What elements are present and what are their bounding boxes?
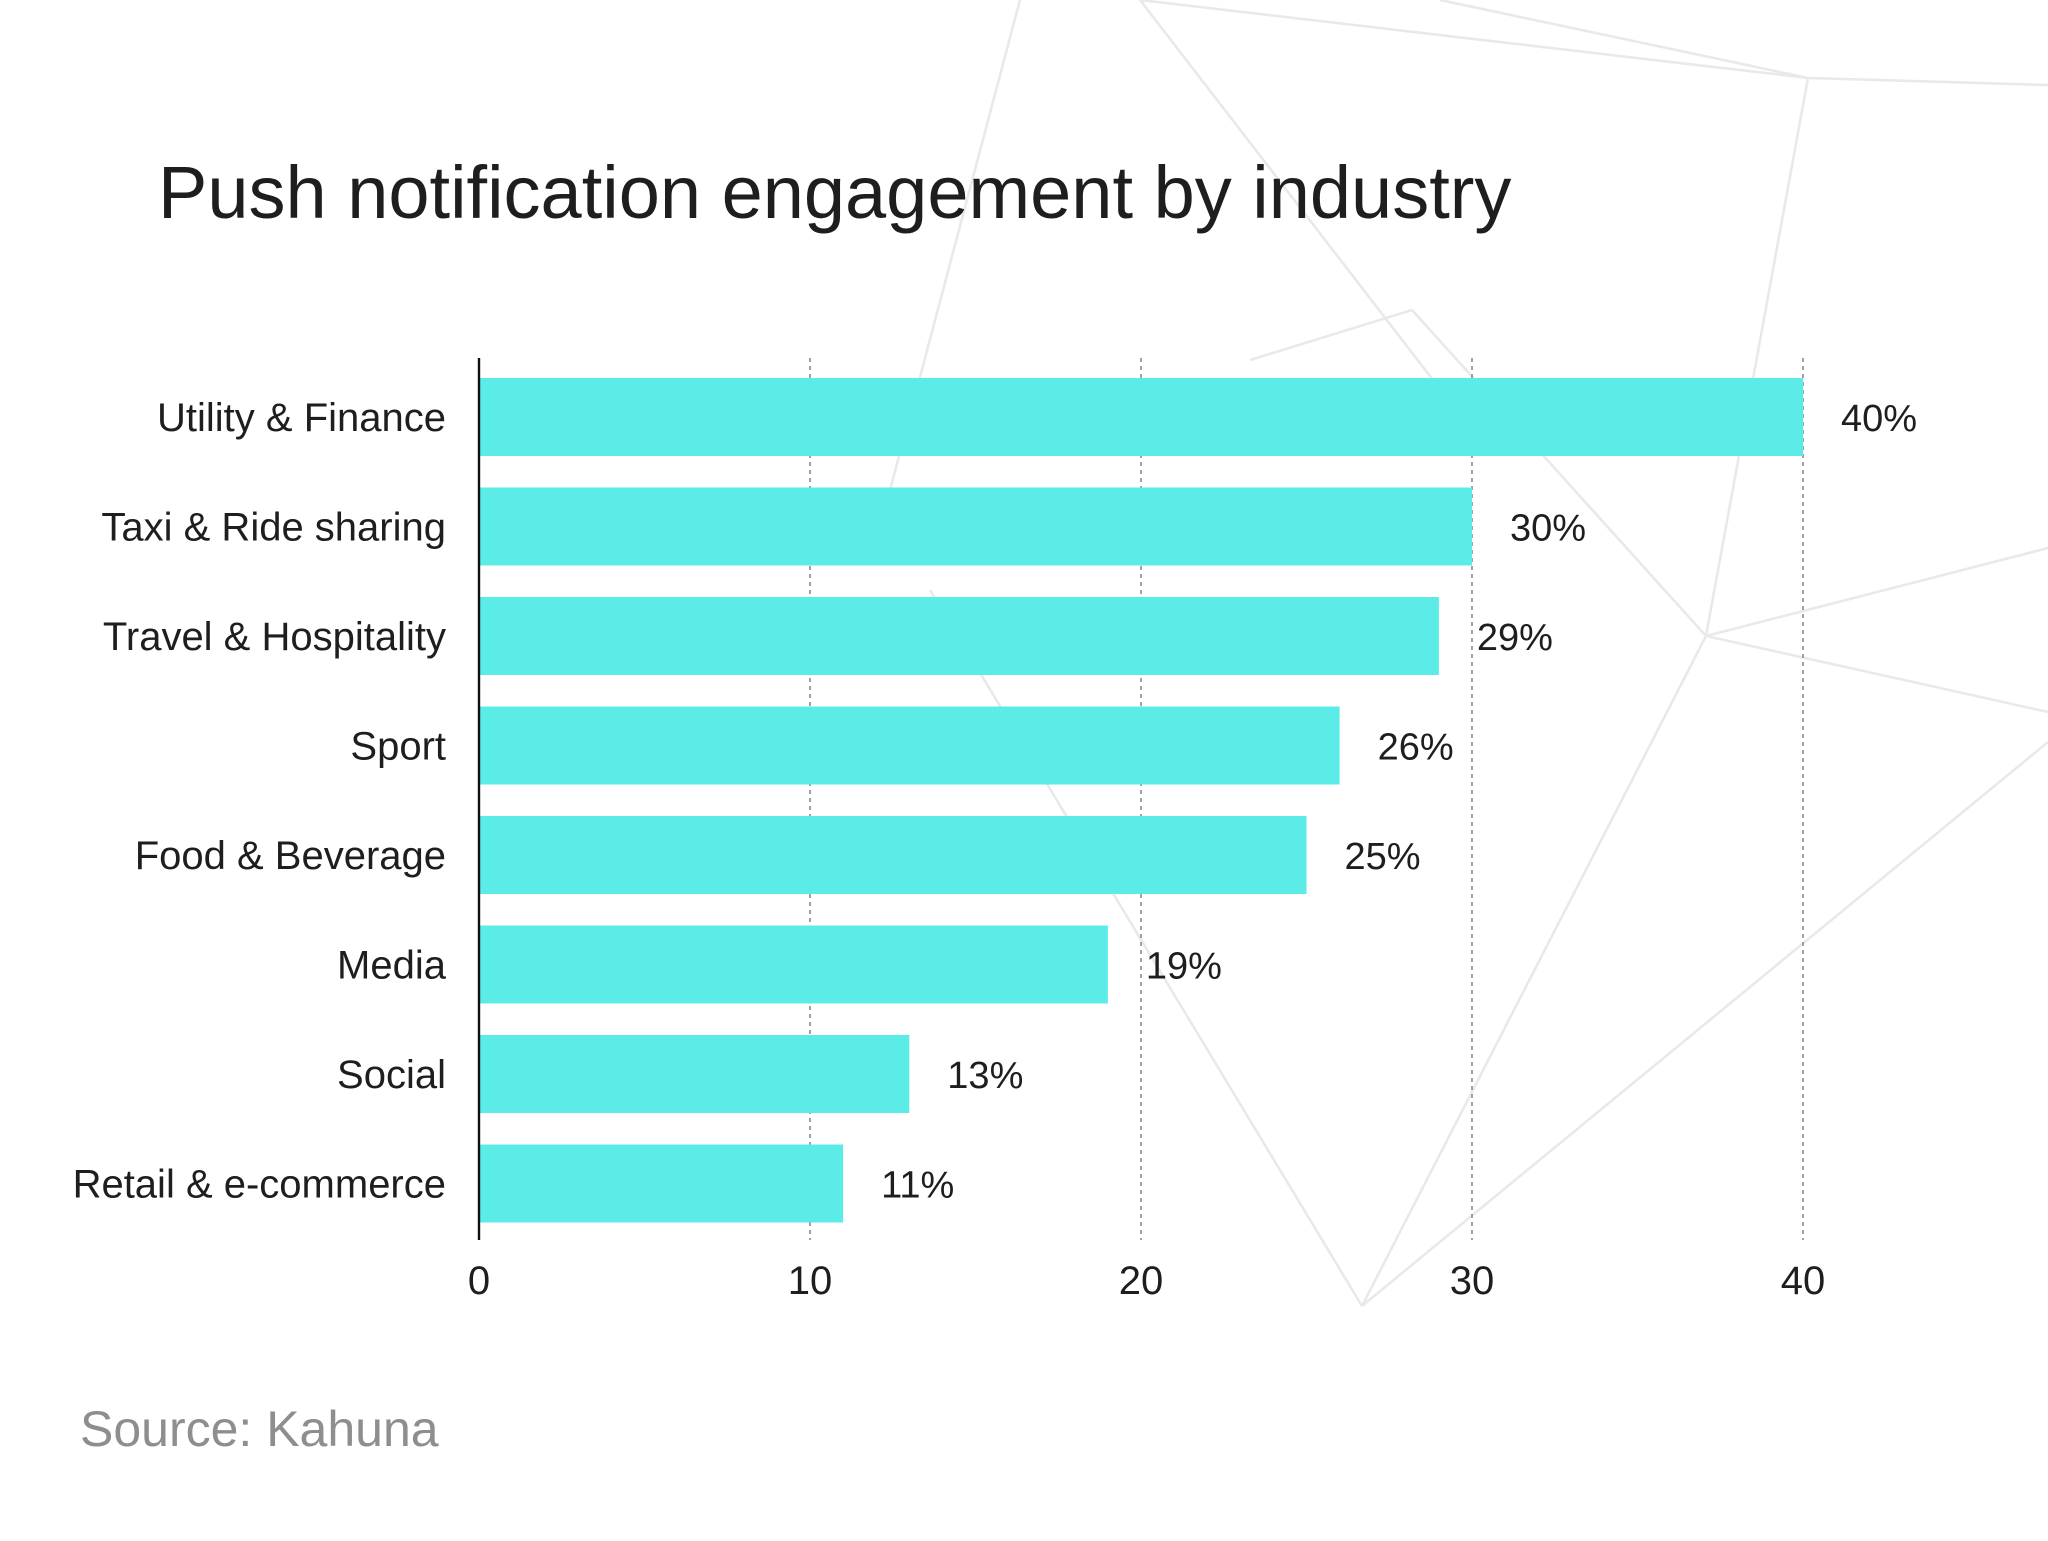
bar: [479, 1035, 910, 1113]
bar: [479, 706, 1340, 785]
bar: [479, 378, 1803, 456]
background-line: [1705, 634, 2048, 714]
bar: [479, 925, 1108, 1004]
bar: [479, 816, 1307, 894]
category-label: Food & Beverage: [135, 834, 446, 878]
bar: [479, 1144, 844, 1223]
background-line: [1361, 740, 2048, 1308]
background-line: [1704, 77, 1810, 637]
background-line: [1360, 635, 1708, 1307]
background-line: [1138, 0, 1462, 416]
source-note: Source: Kahuna: [80, 1401, 439, 1457]
value-label: 26%: [1378, 727, 1454, 769]
bar: [479, 487, 1472, 566]
background-line: [1139, 0, 1809, 80]
category-label: Travel & Hospitality: [103, 615, 446, 659]
chart-title: Push notification engagement by industry: [158, 151, 1512, 234]
bars: [479, 378, 1803, 1223]
category-label: Media: [337, 944, 447, 988]
x-tick-label: 0: [468, 1259, 490, 1303]
x-tick-label: 20: [1119, 1259, 1164, 1303]
x-tick-label: 30: [1450, 1259, 1495, 1303]
category-label: Sport: [350, 725, 446, 769]
value-label: 30%: [1510, 508, 1586, 550]
category-label: Retail & e-commerce: [73, 1163, 446, 1207]
value-label: 11%: [881, 1165, 954, 1207]
background-line: [1249, 308, 1413, 362]
value-label: 40%: [1841, 398, 1917, 440]
value-label: 13%: [947, 1055, 1023, 1097]
x-tick-label: 40: [1781, 1259, 1826, 1303]
value-label: 25%: [1345, 836, 1421, 878]
category-label: Utility & Finance: [157, 396, 446, 440]
x-tick-label: 10: [788, 1259, 833, 1303]
category-label: Taxi & Ride sharing: [101, 506, 446, 550]
background-line: [1439, 0, 1809, 80]
category-label: Social: [337, 1053, 446, 1097]
background-line: [1705, 546, 2048, 638]
background-line: [1807, 76, 2048, 87]
labels: Utility & Finance 40% Taxi & Ride sharing 3…: [73, 396, 1918, 1303]
background-line: [1411, 309, 1707, 637]
value-label: 29%: [1477, 617, 1553, 659]
value-label: 19%: [1146, 946, 1222, 988]
bar: [479, 597, 1439, 675]
